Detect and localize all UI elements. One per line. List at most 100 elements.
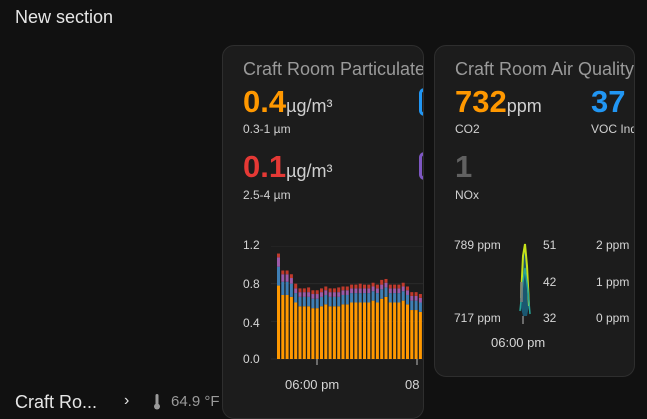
bar-segment [315, 290, 319, 295]
pm-small-reading[interactable]: 0.4µg/m³ [243, 84, 332, 120]
bar-segment [289, 296, 293, 359]
bar-segment [423, 308, 424, 359]
bar-segment [289, 278, 293, 284]
bar-segment [302, 288, 306, 293]
bar-segment [298, 306, 302, 359]
bar-segment [337, 306, 341, 359]
pm-small-unit: µg/m³ [286, 96, 333, 116]
bar-segment [397, 302, 401, 359]
bar-segment [281, 294, 285, 359]
particulate-card[interactable]: Craft Room Particulate 0.4µg/m³ 0.3-1 µm… [222, 45, 424, 419]
voc-reading[interactable]: 37 [591, 84, 625, 120]
bar-segment [414, 300, 418, 311]
bar-segment [354, 302, 358, 359]
bar-segment [320, 306, 323, 359]
bar-segment [281, 281, 285, 295]
bar-segment [397, 293, 401, 303]
bar-segment [401, 300, 405, 359]
bar-segment [358, 302, 362, 359]
bar-segment [375, 302, 379, 359]
bar-segment [410, 310, 414, 359]
bar-segment [307, 287, 311, 293]
bar-segment [350, 293, 354, 303]
pm-large-reading[interactable]: 0.1µg/m³ [243, 149, 332, 185]
air-quality-line-chart[interactable] [511, 236, 541, 326]
bar-segment [401, 286, 405, 292]
bar-segment [375, 293, 379, 303]
bar-segment [298, 292, 302, 297]
bar-segment [337, 292, 341, 297]
bar-segment [302, 292, 306, 297]
air-quality-card[interactable]: Craft Room Air Quality 732ppm CO2 37 VOC… [434, 45, 635, 377]
temperature-value: 64.9 °F [171, 393, 220, 410]
bar-segment [358, 283, 362, 289]
bar-segment [302, 296, 306, 307]
y-tick-label: 0.4 [243, 316, 260, 330]
bar-segment [354, 288, 358, 294]
bar-segment [363, 288, 366, 294]
particulate-bar-chart[interactable] [223, 246, 424, 386]
bar-segment [406, 286, 409, 291]
bar-segment [332, 292, 336, 297]
bar-segment [307, 296, 311, 307]
bar-segment [350, 302, 354, 359]
bar-segment [281, 270, 285, 275]
bar-segment [307, 292, 311, 297]
bar-segment [345, 286, 349, 291]
bar-segment [358, 293, 362, 303]
bar-segment [277, 253, 280, 258]
voc-axis-label: 51 [543, 238, 557, 252]
bar-segment [354, 284, 358, 289]
bar-segment [393, 288, 397, 294]
bar-segment [380, 298, 384, 359]
entity-name[interactable]: Craft Ro... [15, 392, 98, 412]
bar-segment [354, 293, 358, 303]
bar-segment [384, 278, 388, 283]
y-tick-label: 0.0 [243, 352, 260, 366]
bar-segment [311, 294, 315, 299]
co2-label: CO2 [455, 122, 480, 136]
bar-segment [363, 284, 366, 289]
chevron-right-icon[interactable]: › [124, 392, 130, 409]
nox-axis-label: 2 ppm [596, 238, 630, 252]
co2-reading[interactable]: 732ppm [455, 84, 542, 120]
bar-segment [406, 294, 409, 305]
bar-segment [401, 291, 405, 301]
bar-segment [397, 284, 401, 289]
bar-segment [341, 286, 345, 291]
bar-segment [281, 274, 285, 282]
card-title: Craft Room Particulate [243, 59, 424, 79]
bar-segment [337, 287, 341, 293]
co2-series-line [520, 243, 530, 307]
x-tick-label: 06:00 pm [285, 377, 340, 392]
nox-reading[interactable]: 1 [455, 149, 472, 185]
bar-segment [406, 290, 409, 295]
bar-segment [384, 287, 388, 297]
bar-segment [341, 304, 345, 359]
bar-segment [307, 306, 311, 359]
bar-segment [298, 288, 302, 293]
bar-segment [277, 257, 280, 267]
pm-small-label: 0.3-1 µm [243, 122, 291, 136]
bar-segment [350, 284, 354, 289]
bar-segment [371, 286, 375, 292]
bar-segment [371, 291, 375, 301]
nox-value: 1 [455, 149, 473, 184]
bar-segment [277, 285, 280, 359]
bar-segment [324, 304, 328, 359]
bar-segment [341, 294, 345, 305]
bar-segment [380, 289, 384, 299]
bar-segment [302, 306, 306, 359]
bar-segment [345, 290, 349, 295]
bar-segment [285, 294, 289, 359]
pm-large-unit: µg/m³ [286, 161, 333, 181]
bar-segment [311, 290, 315, 295]
bar-segment [289, 283, 293, 297]
bar-segment [410, 295, 414, 301]
voc-label: VOC Index [591, 122, 634, 136]
bar-segment [380, 284, 384, 290]
bar-segment [367, 293, 371, 303]
bar-segment [311, 308, 315, 359]
bar-segment [320, 292, 323, 297]
nox-axis-label: 1 ppm [596, 275, 630, 289]
